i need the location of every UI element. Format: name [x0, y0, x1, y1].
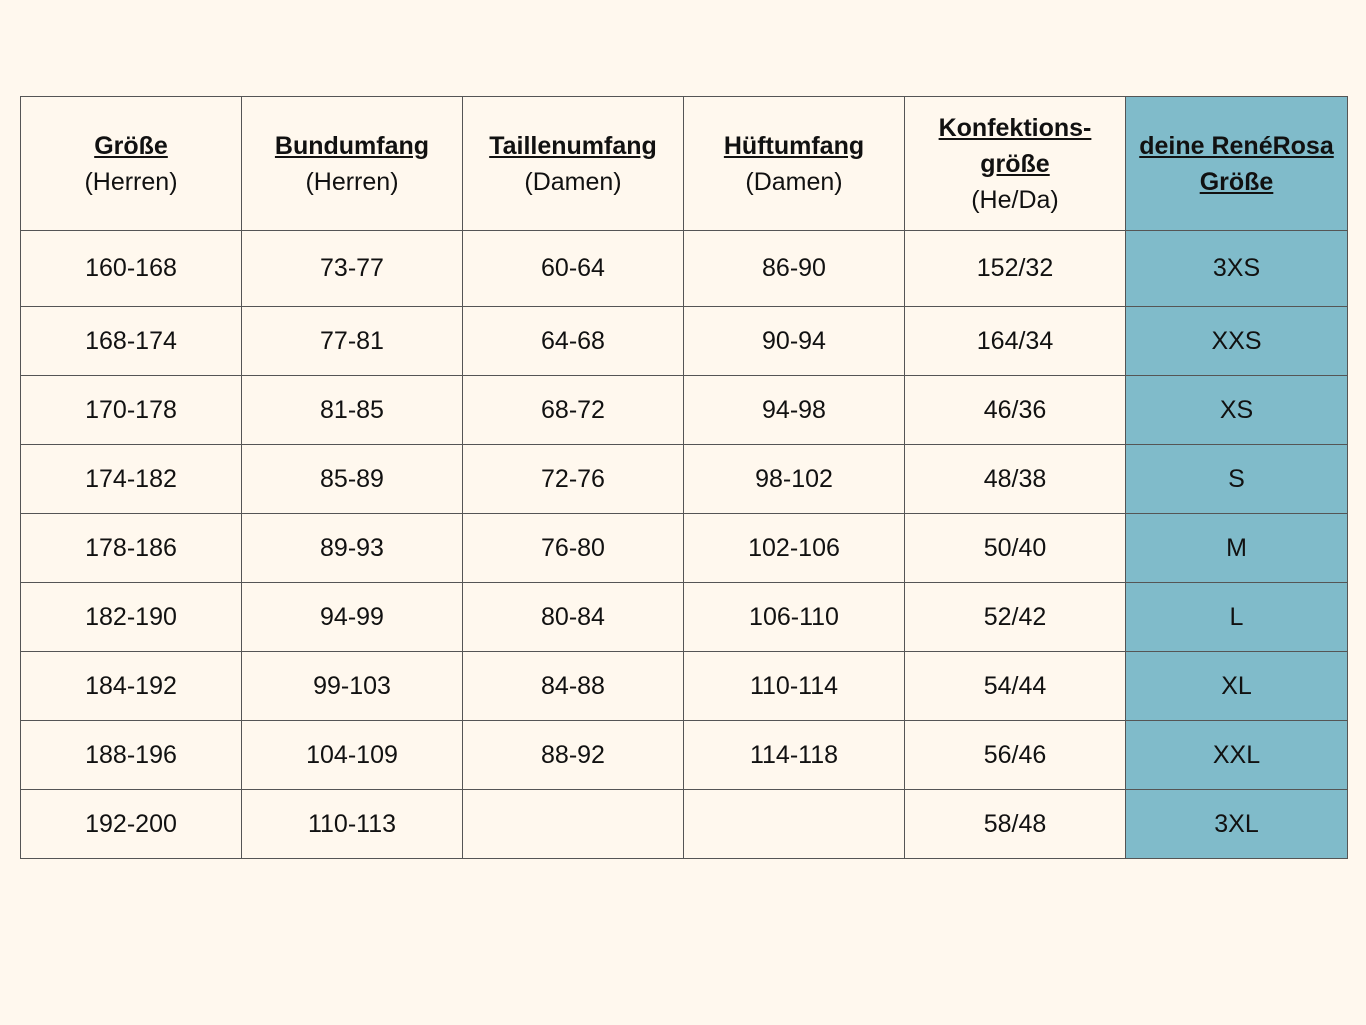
table-row: 178-186 89-93 76-80 102-106 50/40 M: [20, 513, 1348, 583]
header-title: Größe: [94, 131, 168, 160]
table-cell: 52/42: [904, 582, 1126, 652]
table-cell: 192-200: [20, 789, 242, 859]
table-row: 168-174 77-81 64-68 90-94 164/34 XXS: [20, 306, 1348, 376]
header-subtitle: (Herren): [305, 167, 399, 196]
table-row: 184-192 99-103 84-88 110-114 54/44 XL: [20, 651, 1348, 721]
renerosa-size-cell: L: [1125, 582, 1348, 652]
table-cell: 170-178: [20, 375, 242, 445]
header-title: Hüftumfang: [723, 131, 865, 160]
header-cell: Taillenumfang (Damen): [462, 96, 684, 231]
table-row: 174-182 85-89 72-76 98-102 48/38 S: [20, 444, 1348, 514]
table-cell: 104-109: [241, 720, 463, 790]
table-cell: 60-64: [462, 230, 684, 307]
table-cell: 85-89: [241, 444, 463, 514]
table-cell: 94-98: [683, 375, 905, 445]
table-cell: 98-102: [683, 444, 905, 514]
header-title: Konfektions-: [938, 113, 1092, 142]
header-subtitle: (Damen): [745, 167, 843, 196]
renerosa-size-cell: S: [1125, 444, 1348, 514]
table-cell: [683, 789, 905, 859]
table-cell: 90-94: [683, 306, 905, 376]
renerosa-size-cell: M: [1125, 513, 1348, 583]
header-cell: Bundumfang (Herren): [241, 96, 463, 231]
table-cell: 88-92: [462, 720, 684, 790]
table-cell: 68-72: [462, 375, 684, 445]
table-cell: 48/38: [904, 444, 1126, 514]
table-cell: 80-84: [462, 582, 684, 652]
table-cell: 56/46: [904, 720, 1126, 790]
renerosa-size-cell: XXL: [1125, 720, 1348, 790]
header-cell-renerosa: deine RenéRosa Größe: [1125, 96, 1348, 231]
table-row: 188-196 104-109 88-92 114-118 56/46 XXL: [20, 720, 1348, 790]
header-title: Bundumfang: [274, 131, 430, 160]
table-cell: 164/34: [904, 306, 1126, 376]
table-row: 170-178 81-85 68-72 94-98 46/36 XS: [20, 375, 1348, 445]
header-subtitle: (He/Da): [971, 185, 1059, 214]
table-cell: 64-68: [462, 306, 684, 376]
table-cell: 94-99: [241, 582, 463, 652]
table-row: 182-190 94-99 80-84 106-110 52/42 L: [20, 582, 1348, 652]
table-cell: 81-85: [241, 375, 463, 445]
table-cell: 184-192: [20, 651, 242, 721]
header-subtitle: (Herren): [84, 167, 178, 196]
table-cell: 110-113: [241, 789, 463, 859]
table-cell: 114-118: [683, 720, 905, 790]
header-title: deine RenéRosa: [1139, 131, 1334, 160]
renerosa-size-cell: XXS: [1125, 306, 1348, 376]
table-cell: 72-76: [462, 444, 684, 514]
header-title-line2: größe: [980, 149, 1050, 178]
size-chart-table: Größe (Herren) Bundumfang (Herren) Taill…: [20, 96, 1348, 859]
table-cell: 182-190: [20, 582, 242, 652]
table-cell: 168-174: [20, 306, 242, 376]
table-cell: 110-114: [683, 651, 905, 721]
table-cell: 89-93: [241, 513, 463, 583]
table-cell: 178-186: [20, 513, 242, 583]
renerosa-size-cell: XL: [1125, 651, 1348, 721]
table-cell: 86-90: [683, 230, 905, 307]
table-cell: 58/48: [904, 789, 1126, 859]
renerosa-size-cell: XS: [1125, 375, 1348, 445]
table-cell: 54/44: [904, 651, 1126, 721]
table-cell: 106-110: [683, 582, 905, 652]
table-cell: 76-80: [462, 513, 684, 583]
table-cell: 174-182: [20, 444, 242, 514]
table-cell: [462, 789, 684, 859]
table-cell: 102-106: [683, 513, 905, 583]
table-cell: 160-168: [20, 230, 242, 307]
table-cell: 77-81: [241, 306, 463, 376]
table-cell: 84-88: [462, 651, 684, 721]
table-row: 192-200 110-113 58/48 3XL: [20, 789, 1348, 859]
table-cell: 188-196: [20, 720, 242, 790]
table-cell: 152/32: [904, 230, 1126, 307]
header-title: Taillenumfang: [489, 131, 657, 160]
header-cell: Hüftumfang (Damen): [683, 96, 905, 231]
table-cell: 99-103: [241, 651, 463, 721]
table-row: 160-168 73-77 60-64 86-90 152/32 3XS: [20, 230, 1348, 307]
header-row: Größe (Herren) Bundumfang (Herren) Taill…: [20, 96, 1348, 231]
renerosa-size-cell: 3XS: [1125, 230, 1348, 307]
table-cell: 46/36: [904, 375, 1126, 445]
table-cell: 73-77: [241, 230, 463, 307]
table-cell: 50/40: [904, 513, 1126, 583]
header-cell: Konfektions- größe (He/Da): [904, 96, 1126, 231]
renerosa-size-cell: 3XL: [1125, 789, 1348, 859]
header-subtitle: (Damen): [524, 167, 622, 196]
header-title-line2: Größe: [1199, 167, 1274, 196]
table-body: 160-168 73-77 60-64 86-90 152/32 3XS 168-174 77…: [20, 230, 1348, 859]
header-cell: Größe (Herren): [20, 96, 242, 231]
